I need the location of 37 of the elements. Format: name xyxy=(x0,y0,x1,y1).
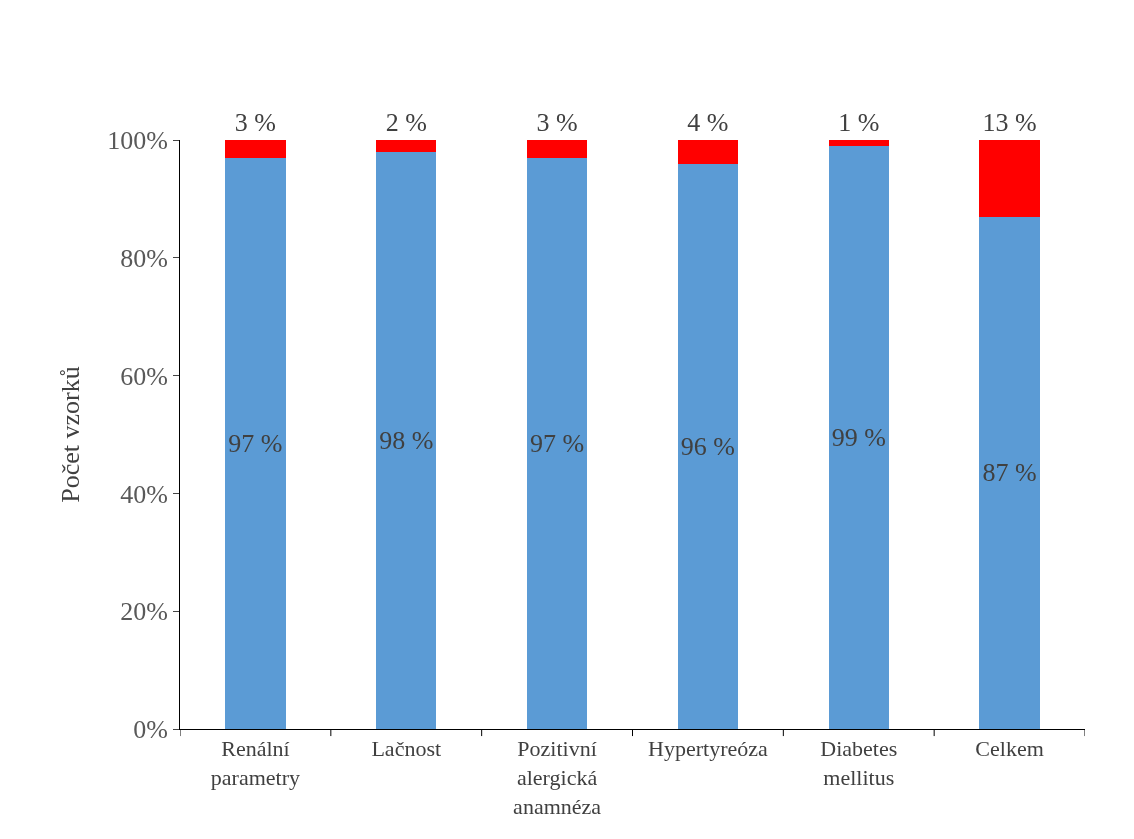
data-label: 3 % xyxy=(536,108,578,137)
bar xyxy=(828,140,889,146)
x-tick-label: Diabetes mellitus xyxy=(820,736,898,790)
data-label: 98 % xyxy=(379,425,434,455)
data-label: 99 % xyxy=(831,422,886,452)
data-label: 4 % xyxy=(687,108,729,137)
data-label: 97 % xyxy=(530,428,585,458)
bar xyxy=(979,216,1040,729)
bar xyxy=(526,140,588,158)
bar xyxy=(979,140,1040,217)
data-label: 1 % xyxy=(838,108,880,137)
bar xyxy=(376,151,437,729)
bar xyxy=(828,145,889,729)
bar xyxy=(225,157,286,729)
bar xyxy=(225,140,286,158)
y-tick-label: 0% xyxy=(133,715,168,745)
y-tick-label: 80% xyxy=(120,243,168,273)
data-label: 13 % xyxy=(982,108,1037,137)
data-label: 97 % xyxy=(228,428,283,458)
data-label: 3 % xyxy=(234,108,276,137)
data-label: 87 % xyxy=(982,458,1037,488)
y-tick-label: 20% xyxy=(120,597,168,627)
bar xyxy=(526,157,588,729)
bar xyxy=(376,140,437,152)
x-tick-label: Hypertyreóza xyxy=(648,736,769,762)
y-tick-label: 100% xyxy=(107,126,168,156)
bar xyxy=(677,140,739,164)
data-label: 96 % xyxy=(680,431,735,461)
y-tick-label: 40% xyxy=(120,479,168,509)
y-axis-title: Počet vzorků xyxy=(55,366,85,503)
x-tick-label: Renální parametry xyxy=(210,736,301,790)
x-tick-label: Lačnost xyxy=(371,736,442,762)
bar xyxy=(677,163,739,729)
x-tick-label: Celkem xyxy=(975,736,1044,762)
y-tick-label: 60% xyxy=(120,361,168,391)
x-tick-label: Pozitivní alergická anamnéza xyxy=(513,736,602,819)
data-label: 2 % xyxy=(385,108,427,137)
